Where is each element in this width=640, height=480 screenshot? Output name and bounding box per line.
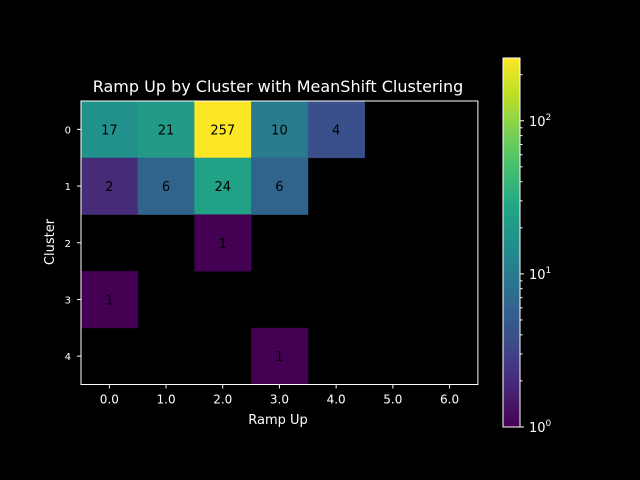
colorbar-gradient bbox=[502, 57, 521, 428]
x-axis: 0.0 1.0 2.0 3.0 4.0 5.0 6.0 bbox=[100, 384, 459, 407]
cell-value-label: 1 bbox=[105, 293, 113, 308]
heatmap-cell bbox=[194, 101, 252, 159]
heatmap-cell bbox=[137, 101, 195, 159]
heatmap-cell bbox=[81, 271, 139, 329]
cell-value-label: 2 bbox=[105, 180, 113, 195]
y-tick-label: 0 bbox=[65, 125, 71, 136]
y-tick-label: 4 bbox=[65, 352, 71, 363]
y-tick-label: 2 bbox=[65, 239, 71, 250]
y-axis-label: Cluster bbox=[43, 218, 58, 265]
x-tick-label: 3.0 bbox=[270, 393, 289, 407]
cell-value-label: 6 bbox=[162, 180, 170, 195]
cell-value-label: 24 bbox=[214, 180, 231, 195]
heatmap-cell bbox=[251, 327, 309, 385]
x-tick-label: 4.0 bbox=[327, 393, 346, 407]
y-axis: 0 1 2 3 4 bbox=[65, 125, 81, 363]
heatmap-cell bbox=[307, 101, 365, 159]
heatmap-cell bbox=[251, 157, 309, 215]
heatmap-cell bbox=[194, 214, 252, 272]
heatmap-cell bbox=[251, 101, 309, 159]
x-tick-label: 2.0 bbox=[213, 393, 232, 407]
cell-value-label: 1 bbox=[275, 350, 283, 365]
heatmap-cell bbox=[81, 101, 139, 159]
cell-value-label: 257 bbox=[210, 123, 235, 138]
cell-value-label: 10 bbox=[271, 123, 288, 138]
colorbar-tick-label: 100 bbox=[529, 419, 552, 436]
colorbar-tick-label: 102 bbox=[529, 113, 551, 130]
heatmap-cell bbox=[137, 157, 195, 215]
colorbar: 100 101 102 bbox=[502, 57, 552, 436]
cell-value-label: 6 bbox=[275, 180, 283, 195]
heatmap-cell bbox=[81, 157, 139, 215]
x-tick-label: 0.0 bbox=[100, 393, 119, 407]
x-tick-label: 1.0 bbox=[157, 393, 176, 407]
cell-value-label: 4 bbox=[332, 123, 340, 138]
x-axis-label: Ramp Up bbox=[248, 413, 308, 428]
cell-value-label: 1 bbox=[219, 237, 227, 252]
y-tick-label: 3 bbox=[65, 295, 71, 306]
plot-area: 17 21 257 10 4 2 6 24 6 1 1 1 bbox=[80, 100, 479, 385]
heatmap-cell bbox=[194, 157, 252, 215]
chart-title: Ramp Up by Cluster with MeanShift Cluste… bbox=[93, 77, 464, 96]
x-tick-label: 5.0 bbox=[383, 393, 402, 407]
cell-value-label: 21 bbox=[158, 123, 175, 138]
cell-value-label: 17 bbox=[101, 123, 118, 138]
x-tick-label: 6.0 bbox=[440, 393, 459, 407]
colorbar-tick-label: 101 bbox=[529, 266, 551, 283]
y-tick-label: 1 bbox=[65, 182, 71, 193]
